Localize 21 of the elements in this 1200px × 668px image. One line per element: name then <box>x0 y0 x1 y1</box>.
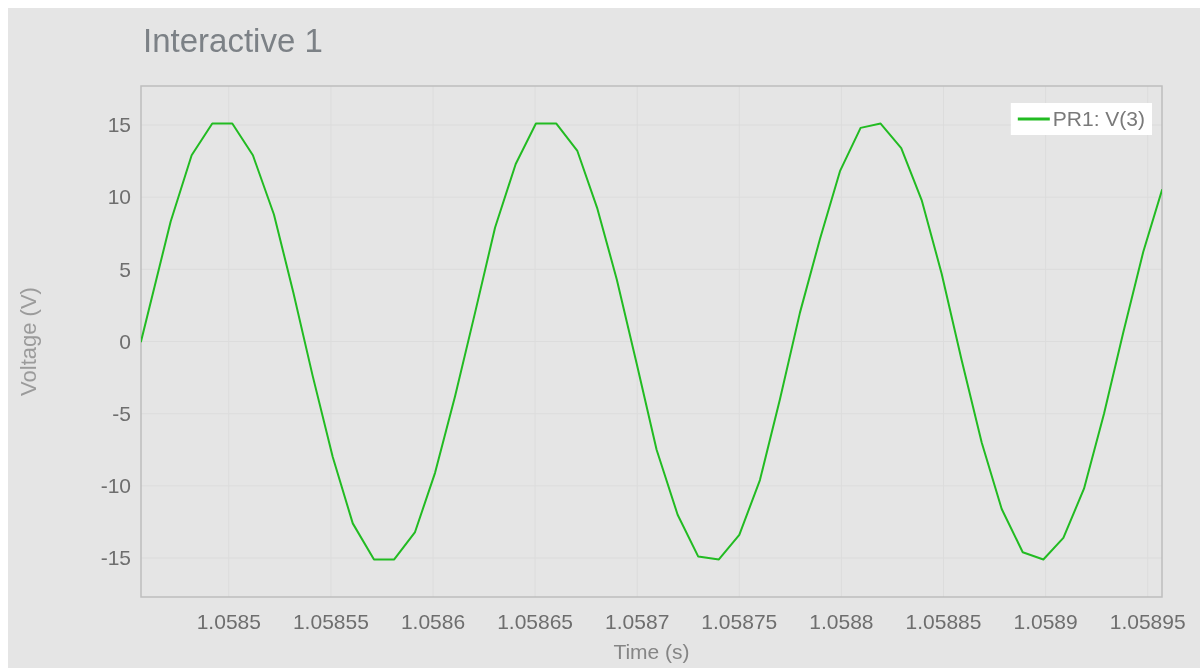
y-tick-label: 5 <box>119 257 131 281</box>
x-tick-label: 1.0587 <box>605 610 670 633</box>
x-tick-label: 1.05875 <box>701 610 778 633</box>
x-tick-label: 1.05865 <box>497 610 574 633</box>
x-tick-label: 1.05885 <box>905 610 982 633</box>
x-axis-title: Time (s) <box>613 640 690 663</box>
x-tick-label: 1.05895 <box>1109 610 1186 633</box>
x-tick-label: 1.05855 <box>292 610 369 633</box>
y-tick-label: -15 <box>100 546 131 570</box>
chart-title: Interactive 1 <box>143 22 323 59</box>
legend-label: PR1: V(3) <box>1052 107 1145 131</box>
y-axis-title: Voltage (V) <box>15 287 41 396</box>
y-tick-label: -10 <box>100 474 131 498</box>
x-tick-label: 1.0586 <box>400 610 466 633</box>
x-tick-label: 1.0588 <box>809 610 874 633</box>
y-tick-label: 0 <box>119 329 131 353</box>
y-tick-label: 10 <box>107 185 131 209</box>
x-tick-label: 1.0589 <box>1013 610 1078 633</box>
y-tick-label: -5 <box>112 402 131 426</box>
x-tick-label: 1.0585 <box>196 610 261 633</box>
y-tick-label: 15 <box>107 113 131 137</box>
